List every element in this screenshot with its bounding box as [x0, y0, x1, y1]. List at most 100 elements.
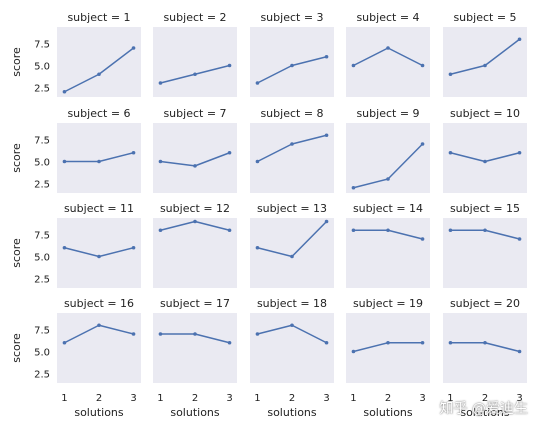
data-point — [255, 245, 260, 250]
facet-title: subject = 5 — [453, 11, 516, 24]
facet-panel — [250, 218, 334, 288]
y-tick-label: 2.5 — [34, 274, 50, 285]
facet-title: subject = 1 — [67, 11, 130, 24]
y-tick-label: 7.5 — [34, 136, 50, 147]
x-tick-label: 3 — [226, 393, 232, 404]
data-point — [324, 340, 329, 345]
data-point — [386, 340, 390, 345]
data-point — [517, 237, 522, 241]
y-tick-label: 2.5 — [34, 179, 50, 190]
facet-panel — [250, 123, 334, 193]
data-point — [97, 323, 101, 328]
y-tick-label: 5.0 — [34, 158, 50, 169]
data-point — [158, 159, 163, 164]
data-point — [448, 150, 453, 155]
data-point — [386, 177, 390, 181]
facet-panel — [153, 27, 237, 97]
y-axis-label: score — [10, 333, 23, 363]
y-tick-label: 2.5 — [34, 369, 50, 380]
facet-panel — [443, 27, 527, 97]
x-tick-label: 3 — [419, 393, 425, 404]
x-tick-label: 1 — [350, 393, 356, 404]
data-point — [386, 228, 390, 233]
facet-title: subject = 16 — [64, 297, 134, 310]
facet-title: subject = 9 — [356, 107, 419, 120]
y-tick-label: 7.5 — [34, 326, 50, 337]
data-point — [420, 63, 425, 68]
data-point — [420, 142, 425, 146]
x-axis-label: solutions — [363, 406, 413, 419]
data-point — [255, 332, 260, 336]
facet-panel — [57, 27, 141, 97]
data-point — [62, 245, 67, 250]
data-point — [290, 254, 294, 259]
data-point — [290, 63, 294, 68]
facet-title: subject = 4 — [356, 11, 419, 24]
data-point — [255, 159, 260, 164]
data-point — [131, 150, 136, 155]
data-point — [158, 228, 163, 233]
data-point — [131, 46, 136, 50]
data-point — [97, 159, 101, 164]
y-tick-label: 5.0 — [34, 348, 50, 359]
x-tick-label: 2 — [385, 393, 391, 404]
data-point — [62, 159, 67, 164]
data-point — [158, 332, 163, 336]
data-point — [324, 54, 329, 59]
x-tick-label: 2 — [289, 393, 295, 404]
data-point — [351, 63, 356, 68]
data-point — [227, 228, 232, 233]
data-point — [193, 72, 197, 77]
facet-title: subject = 3 — [260, 11, 323, 24]
y-axis-label: score — [10, 238, 23, 268]
x-tick-label: 3 — [323, 393, 329, 404]
x-tick-label: 2 — [192, 393, 198, 404]
facet-title: subject = 12 — [160, 202, 230, 215]
data-point — [351, 228, 356, 233]
facet-title: subject = 10 — [450, 107, 520, 120]
data-point — [517, 150, 522, 155]
data-point — [517, 37, 522, 42]
facet-title: subject = 14 — [353, 202, 423, 215]
facet-title: subject = 18 — [257, 297, 327, 310]
facet-panel — [443, 123, 527, 193]
data-point — [420, 340, 425, 345]
data-point — [290, 142, 294, 146]
y-tick-label: 5.0 — [34, 253, 50, 264]
x-tick-label: 1 — [157, 393, 163, 404]
facet-panel — [153, 123, 237, 193]
data-point — [483, 159, 487, 164]
facet-title: subject = 19 — [353, 297, 423, 310]
x-tick-label: 1 — [254, 393, 260, 404]
data-point — [290, 323, 294, 328]
facet-title: subject = 2 — [163, 11, 226, 24]
data-point — [517, 349, 522, 354]
data-point — [131, 245, 136, 250]
facet-panel — [153, 313, 237, 383]
facet-panel — [346, 313, 430, 383]
facet-title: subject = 17 — [160, 297, 230, 310]
data-point — [227, 340, 232, 345]
data-point — [448, 228, 453, 233]
facet-panel — [250, 27, 334, 97]
data-point — [97, 72, 101, 77]
y-axis-label: score — [10, 143, 23, 173]
facet-panel — [346, 123, 430, 193]
data-point — [227, 63, 232, 68]
data-point — [227, 150, 232, 155]
facet-title: subject = 6 — [67, 107, 130, 120]
x-axis-label: solutions — [74, 406, 124, 419]
facet-title: subject = 7 — [163, 107, 226, 120]
x-tick-label: 3 — [130, 393, 136, 404]
x-axis-label: solutions — [460, 406, 510, 419]
facet-panel — [443, 313, 527, 383]
data-point — [62, 89, 67, 94]
data-point — [386, 46, 390, 50]
facet-title: subject = 13 — [257, 202, 327, 215]
data-point — [351, 185, 356, 190]
x-tick-label: 1 — [61, 393, 67, 404]
y-tick-label: 7.5 — [34, 231, 50, 242]
data-point — [131, 332, 136, 336]
x-tick-label: 1 — [447, 393, 453, 404]
